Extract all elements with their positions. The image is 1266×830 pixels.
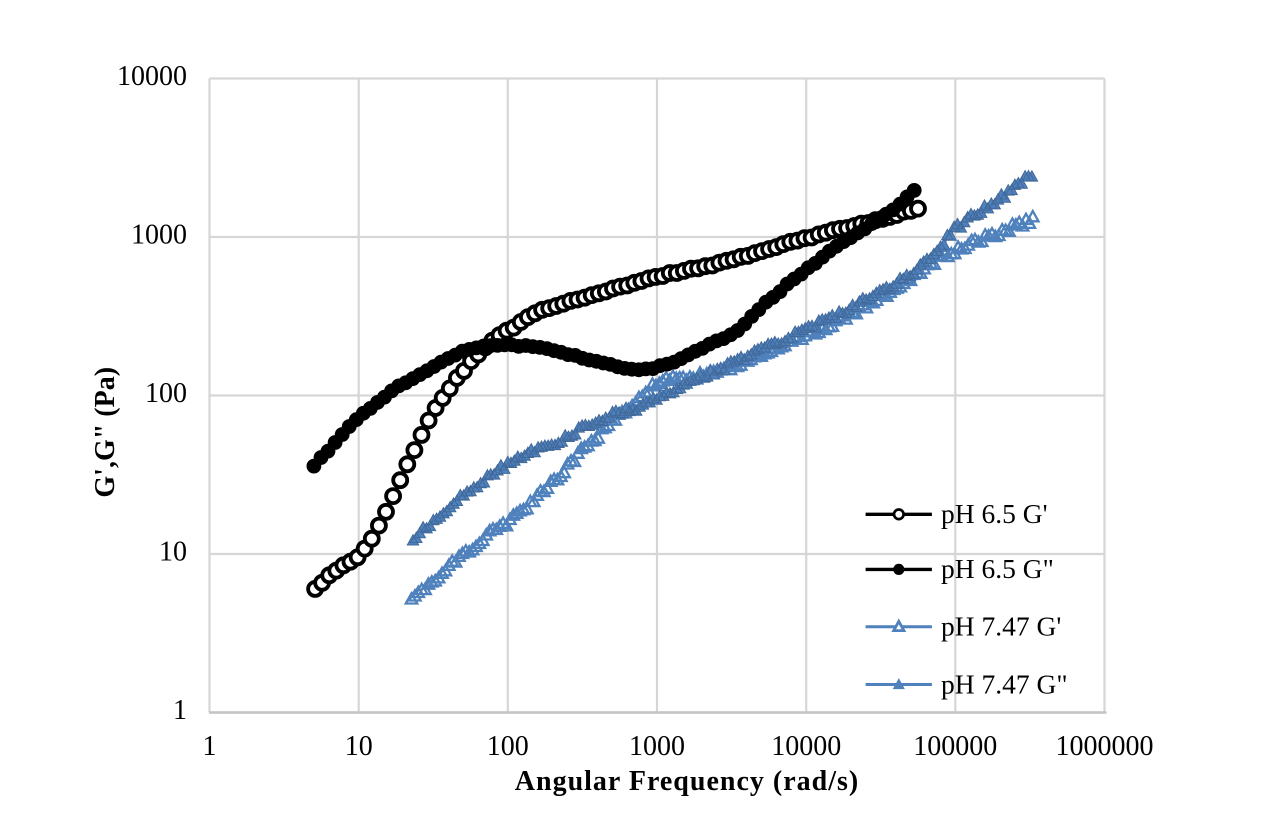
svg-text:1000: 1000 bbox=[629, 731, 685, 762]
svg-text:10000: 10000 bbox=[117, 61, 187, 92]
svg-text:pH 7.47 G': pH 7.47 G' bbox=[941, 611, 1061, 642]
svg-text:pH 7.47 G": pH 7.47 G" bbox=[941, 668, 1068, 699]
svg-text:10: 10 bbox=[345, 731, 373, 762]
svg-text:1000: 1000 bbox=[131, 220, 187, 251]
svg-text:100: 100 bbox=[487, 731, 529, 762]
svg-text:1: 1 bbox=[203, 731, 217, 762]
svg-text:pH 6.5 G': pH 6.5 G' bbox=[941, 498, 1048, 529]
svg-text:pH 6.5 G": pH 6.5 G" bbox=[941, 553, 1054, 584]
svg-text:10: 10 bbox=[159, 537, 187, 568]
svg-text:100000: 100000 bbox=[913, 731, 997, 762]
svg-text:1000000: 1000000 bbox=[1056, 731, 1154, 762]
svg-text:1: 1 bbox=[173, 695, 187, 726]
svg-text:10000: 10000 bbox=[771, 731, 841, 762]
svg-text:G',G" (Pa): G',G" (Pa) bbox=[90, 367, 121, 498]
svg-text:Angular Frequency (rad/s): Angular Frequency (rad/s) bbox=[515, 766, 859, 797]
svg-text:100: 100 bbox=[145, 378, 187, 409]
